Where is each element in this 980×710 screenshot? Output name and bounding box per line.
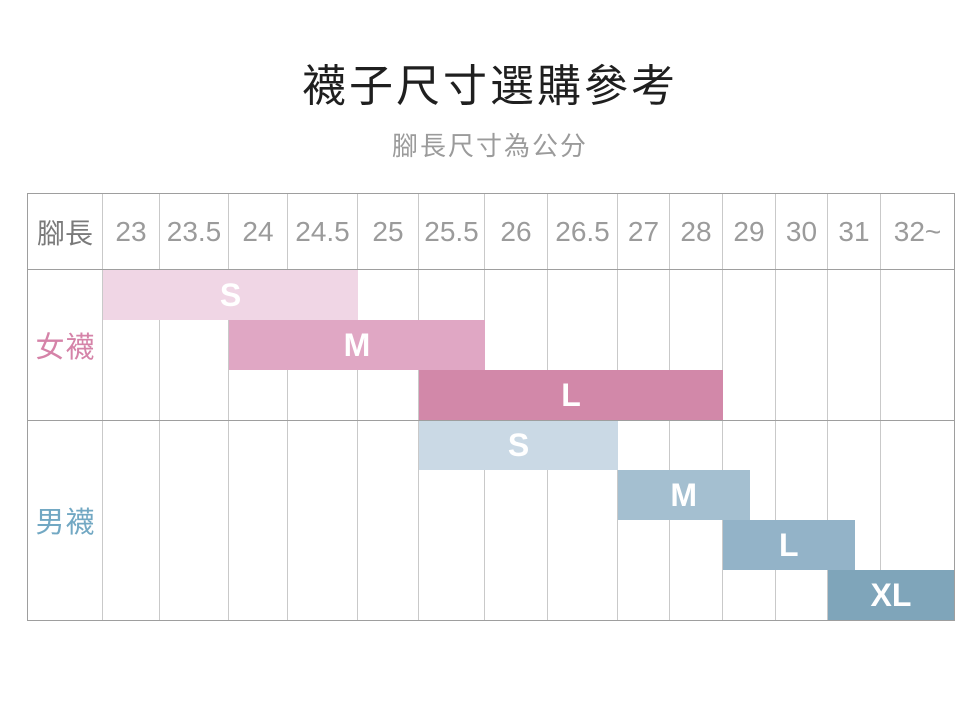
header-cell-30: 30: [776, 194, 828, 269]
header-cell-24: 24: [229, 194, 288, 269]
gridline-vertical: [827, 270, 828, 620]
chart-body: 女襪 男襪 S M L S M L XL: [28, 270, 954, 620]
header-cell-25-5: 25.5: [419, 194, 485, 269]
header-cell-24-5: 24.5: [288, 194, 358, 269]
gridline-vertical: [880, 270, 881, 620]
bar-women-s: S: [103, 270, 358, 320]
header-cell-29: 29: [723, 194, 776, 269]
gridline-vertical: [159, 270, 160, 620]
size-reference-chart: 腳長 23 23.5 24 24.5 25 25.5 26 26.5 27 28 29 30 31 32~ …: [27, 193, 955, 621]
header-row: 腳長 23 23.5 24 24.5 25 25.5 26 26.5 27 28 29 30 31 32~: [28, 194, 954, 270]
bar-men-m: M: [618, 470, 750, 520]
bar-men-s: S: [419, 420, 618, 470]
header-cell-26-5: 26.5: [548, 194, 618, 269]
section-divider: [28, 420, 954, 421]
gridline-vertical: [418, 270, 419, 620]
header-cell-28: 28: [670, 194, 723, 269]
bar-men-l: L: [723, 520, 855, 570]
page-subtitle: 腳長尺寸為公分: [391, 131, 588, 161]
gridline-vertical: [228, 270, 229, 620]
gridline-vertical: [287, 270, 288, 620]
group-label-men: 男襪: [35, 507, 96, 539]
gridline-vertical: [775, 270, 776, 620]
header-corner-label: 腳長: [28, 194, 103, 269]
gridline-vertical: [669, 270, 670, 620]
header-cell-27: 27: [618, 194, 670, 269]
group-label-women: 女襪: [35, 332, 96, 364]
gridline-vertical: [722, 270, 723, 620]
header-cell-23-5: 23.5: [160, 194, 229, 269]
header-cell-32plus: 32~: [893, 215, 942, 247]
bar-women-l: L: [419, 370, 723, 420]
header-cell-23: 23: [103, 194, 160, 269]
header-cell-25: 25: [358, 194, 419, 269]
bar-men-xl: XL: [828, 570, 954, 620]
page-title: 襪子尺寸選購參考: [302, 62, 678, 111]
header-cell-26: 26: [485, 194, 548, 269]
gridline-vertical: [102, 270, 103, 620]
gridline-vertical: [357, 270, 358, 620]
bar-women-m: M: [229, 320, 485, 370]
header-cell-31: 31: [828, 194, 881, 269]
